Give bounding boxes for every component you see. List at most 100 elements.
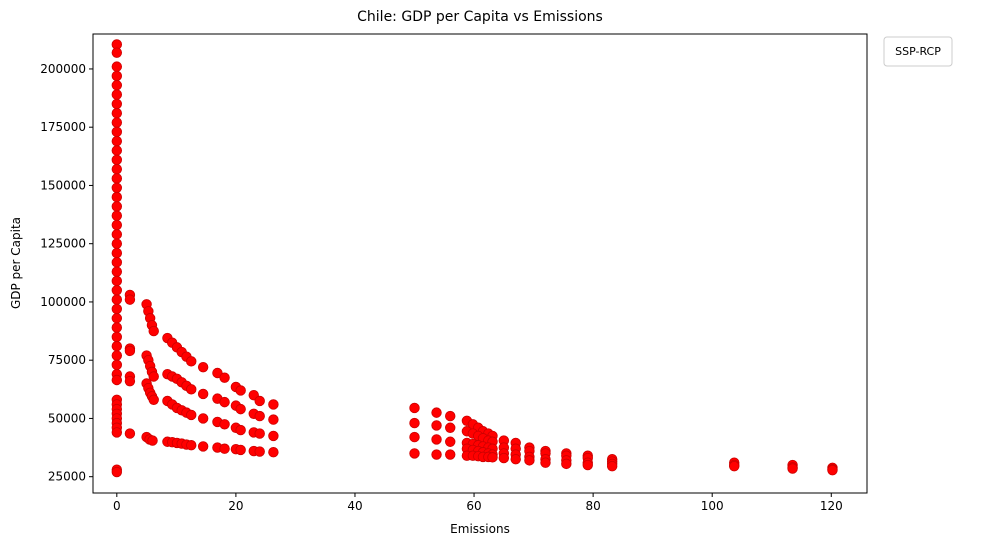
data-point <box>409 431 420 443</box>
data-point <box>111 285 123 296</box>
data-point <box>111 117 123 128</box>
data-point <box>111 427 123 438</box>
data-point <box>111 257 123 268</box>
data-point <box>268 430 279 442</box>
data-point <box>219 372 230 383</box>
data-point <box>268 414 279 425</box>
data-point <box>111 154 123 166</box>
data-point <box>445 449 456 460</box>
data-point <box>111 247 123 259</box>
data-point <box>148 371 159 382</box>
data-point <box>111 341 123 352</box>
data-point <box>186 409 197 421</box>
data-point <box>409 448 420 459</box>
data-point <box>212 367 223 379</box>
data-point <box>219 419 230 430</box>
data-point <box>254 428 265 439</box>
y-tick-label: 75000 <box>48 353 86 367</box>
data-point <box>111 210 123 221</box>
data-point <box>111 126 123 138</box>
data-point <box>498 452 510 464</box>
data-point <box>111 163 123 175</box>
data-point <box>186 384 197 395</box>
data-point <box>124 428 136 439</box>
data-point <box>147 435 158 446</box>
data-point <box>197 361 209 373</box>
data-point <box>445 436 456 447</box>
data-point <box>827 464 838 476</box>
x-tick-label: 20 <box>228 499 243 513</box>
legend: SSP-RCP <box>883 36 953 67</box>
data-point <box>124 345 136 357</box>
data-point <box>445 422 456 433</box>
data-point <box>111 313 123 324</box>
data-point <box>111 47 123 58</box>
data-point <box>197 441 209 452</box>
data-point <box>111 350 123 361</box>
data-point <box>540 457 551 468</box>
x-tick-label: 80 <box>585 499 600 513</box>
data-point <box>111 173 123 184</box>
data-point <box>235 444 246 456</box>
data-point <box>111 89 123 100</box>
data-point <box>111 219 123 231</box>
data-point <box>111 238 123 249</box>
legend-title: SSP-RCP <box>895 45 941 58</box>
data-point <box>186 356 197 367</box>
data-points <box>111 39 838 478</box>
data-point <box>111 201 123 212</box>
data-point <box>254 395 265 407</box>
plot-frame <box>92 33 868 494</box>
data-point <box>111 275 123 287</box>
data-point <box>606 461 618 472</box>
y-tick-label: 125000 <box>40 237 86 251</box>
data-point <box>268 447 279 458</box>
chart-title: Chile: GDP per Capita vs Emissions <box>357 9 603 25</box>
y-axis: 25000 50000 75000 100000 125000 150000 175000 2… <box>40 62 93 484</box>
data-point <box>409 417 420 429</box>
data-point <box>186 440 197 451</box>
data-point <box>561 458 572 470</box>
x-axis-label: Emissions <box>450 522 510 536</box>
data-point <box>787 463 798 474</box>
x-tick-label: 120 <box>820 499 843 513</box>
data-point <box>431 407 442 418</box>
data-point <box>111 145 123 156</box>
x-tick-label: 40 <box>347 499 362 513</box>
data-point <box>235 403 246 415</box>
data-point <box>235 385 246 396</box>
data-point <box>582 459 593 471</box>
data-point <box>111 182 123 193</box>
y-tick-label: 200000 <box>40 62 86 76</box>
y-tick-label: 25000 <box>48 470 86 484</box>
y-tick-label: 175000 <box>40 120 86 134</box>
legend-box <box>883 36 953 67</box>
data-point <box>268 399 279 410</box>
data-point <box>111 98 123 110</box>
data-point <box>510 454 521 465</box>
data-point <box>111 331 123 343</box>
data-point <box>111 80 123 91</box>
data-point <box>111 70 123 82</box>
data-point <box>254 446 265 457</box>
data-point <box>235 424 246 436</box>
data-point <box>445 410 456 422</box>
x-tick-label: 100 <box>701 499 724 513</box>
data-point <box>124 294 136 305</box>
data-point <box>111 374 123 386</box>
data-point <box>729 461 740 472</box>
data-point <box>431 434 442 445</box>
data-point <box>197 388 209 400</box>
data-point <box>254 410 265 422</box>
data-point <box>111 61 123 72</box>
x-tick-label: 0 <box>113 499 121 513</box>
y-tick-label: 100000 <box>40 295 86 309</box>
data-point <box>111 294 123 305</box>
data-point <box>111 359 123 371</box>
y-tick-label: 50000 <box>48 411 86 425</box>
data-point <box>197 413 209 424</box>
y-tick-label: 150000 <box>40 178 86 192</box>
data-point <box>111 466 123 478</box>
data-point <box>111 229 123 240</box>
